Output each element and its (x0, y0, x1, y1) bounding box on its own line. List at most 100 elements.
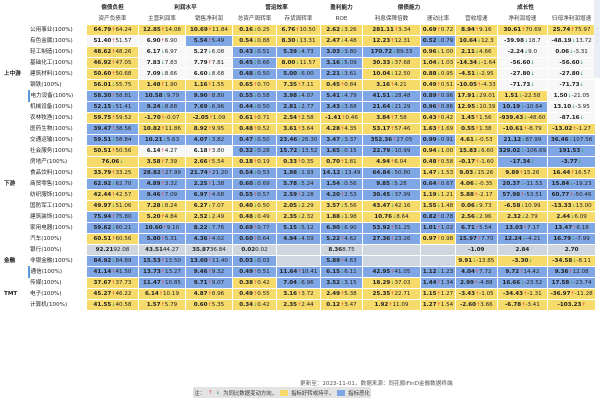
metric-cell: 9.03↓15.26 (455, 167, 498, 179)
table-row[interactable]: 纺织服饰(100%) 42.44↑42.57 9.46↑7.09 6.97↑4.68 0… (3, 189, 597, 201)
metric-cell: 0.89↑0.96 (420, 90, 456, 102)
table-row[interactable]: 房地产(100%) 76.06↓ 3.58↑7.39 2.66↑5.54 0.18↑0.… (3, 156, 597, 168)
metric-cell: 9.91↓-13.85 (455, 255, 498, 267)
metric-value: 2.49 (326, 291, 341, 297)
metric-cell: 0.55↓0.58 (232, 90, 277, 102)
down-arrow-icon: ↓ (577, 159, 582, 165)
table-row[interactable]: 轻工制造(100%) 48.62↑48.26 6.17↓6.97 5.27↓6.08 0… (3, 46, 597, 58)
metric-value: 6.90 (326, 225, 341, 231)
metric-value: 7.28 (146, 203, 161, 209)
table-row[interactable]: 建筑装饰(100%) 75.94↑75.80 5.20↑4.84 2.52↓2.49 0… (3, 211, 597, 223)
prior-value: -1.64 (481, 60, 496, 66)
metric-value: 2.05 (283, 203, 298, 209)
table-row[interactable]: 社会服务(100%) 50.51↑50.56 6.14↑4.27 6.18↑3.80 0… (3, 145, 597, 157)
prior-value: 42.57 (115, 192, 132, 198)
table-row[interactable]: 国防军工(100%) 49.97↓51.06 7.28↓8.24 6.27↓7.07 0… (3, 200, 597, 212)
metric-value: 7.69 (193, 104, 208, 110)
column-header[interactable]: 归母净利润增速 (547, 13, 597, 25)
metric-cell: 10.69↑11.84 (185, 24, 233, 36)
metric-value: 0.45 (326, 82, 341, 88)
table-row[interactable]: 电力设备(100%) 58.30↑58.81 10.58↓9.79 9.90↑8.80… (3, 90, 597, 102)
column-header[interactable]: 速动比率 (420, 13, 456, 25)
metric-cell: 11.64↑10.41 (276, 266, 321, 278)
table-row[interactable]: 电子(100%) 45.27↑46.22 6.14↑10.19 4.87↑8.96 0.… (3, 288, 597, 300)
metric-cell: 15.97↑7.70 (455, 233, 498, 245)
sector-name: 商贸零售(100%) (28, 178, 87, 190)
table-row[interactable]: 通信(100%) 41.14↑41.50 13.73↑13.27 9.46↑9.32 0… (3, 266, 597, 278)
column-header[interactable]: 存货周转率 (276, 13, 321, 25)
table-row[interactable]: 金融 银行(100%) 92.2192.08 43.5144.27 35.8736.84… (2, 244, 597, 278)
prior-value: 28.48 (394, 93, 411, 99)
metric-value: 9.24 (146, 104, 161, 110)
metric-cell: 0.52↓0.79 (420, 35, 456, 47)
metric-value: 41.55 (93, 302, 112, 308)
column-header[interactable]: 销售净利润 (185, 13, 233, 25)
prior-value: 5.35 (211, 302, 225, 308)
metric-cell: 7.09↓8.66 (138, 68, 186, 80)
metric-value: 36.46 (550, 137, 569, 143)
table-row[interactable]: 汽车(100%) 60.51↑60.56 5.80↑5.31 4.36↑4.02 0.6… (3, 233, 597, 245)
column-header[interactable]: 资产负债率 (86, 13, 139, 25)
column-header[interactable]: 主营利润率 (138, 13, 186, 25)
metric-value: -0.17 (458, 159, 476, 165)
metric-cell: 3.16↑4.21 (362, 79, 421, 91)
metric-value: 59.62 (93, 225, 112, 231)
prior-value: 51.25 (394, 225, 411, 231)
down-arrow-icon: ↓ (253, 71, 258, 77)
column-header[interactable]: ROE (320, 13, 363, 25)
metric-cell: 2.84 (496, 244, 549, 256)
metric-value: 2.81 (283, 104, 298, 110)
table-row[interactable]: 上中游 公用事业(100%) 64.79↑64.24 12.85↑14.08 10.69… (2, 24, 597, 124)
metric-cell: 10.64↓12.3 (455, 35, 498, 47)
metric-cell: 1.55↓1.48 (420, 200, 456, 212)
metric-cell: 51.40↑51.57 (86, 35, 139, 47)
up-arrow-icon: ↑ (111, 192, 116, 198)
down-arrow-icon: ↓ (215, 389, 221, 396)
prior-value: 10.99 (394, 148, 411, 154)
up-arrow-icon: ↑ (522, 225, 528, 231)
column-header[interactable]: 净利润增速 (496, 13, 549, 25)
metric-value: 9.36 (554, 269, 569, 275)
metric-value: 5.78 (283, 181, 298, 187)
prior-value: 38.56 (115, 126, 132, 132)
side-scroll-tab[interactable] (594, 0, 600, 78)
column-header[interactable]: 利息保障倍数 (362, 13, 421, 25)
metric-cell: 0.48↓0.49 (232, 211, 277, 223)
table-row[interactable]: 食品饮料(100%) 33.79↑33.25 28.82↑27.99 21.74↑21… (3, 167, 597, 179)
metric-cell: -34.43↑-1.31 (496, 288, 549, 300)
metric-cell: 8.00↓11.57 (276, 57, 321, 69)
metric-value: 1.27 (422, 302, 437, 308)
prior-value: 0.15 (344, 148, 357, 154)
table-row[interactable]: 建筑材料(100%) 50.60↑50.68 7.09↓8.66 6.60↓8.68 0… (3, 68, 597, 80)
down-arrow-icon: ↓ (579, 82, 584, 88)
table-row[interactable]: 有色金属(100%) 51.40↑51.57 6.90↑6.90 5.54↑5.49 0… (3, 35, 597, 47)
metric-value: 3.52 (326, 280, 341, 286)
prior-value: 1.48 (440, 203, 454, 209)
table-row[interactable]: 机械设备(100%) 52.15↓51.41 9.24↓8.68 7.69↓6.96 0… (3, 101, 597, 113)
column-header[interactable]: 营收增速 (455, 13, 498, 25)
down-arrow-icon: ↓ (473, 170, 478, 176)
table-row[interactable]: 家用电器(100%) 59.62↓60.21 10.60↑9.10 8.22↓7.76… (3, 222, 597, 234)
table-row[interactable]: 农林牧渔(100%) 59.75↑59.52 -1.70↑-0.07 -2.05↑1.… (3, 112, 597, 124)
table-row[interactable]: 商贸零售(100%) 62.92↓62.70 4.89↑3.32 2.25↑1.38 0… (3, 178, 597, 190)
table-row[interactable]: TMT 传媒(100%) 37.67↑37.73 11.47↑10.85 9.71↑9.… (2, 277, 597, 311)
metric-cell: 9.71↑9.07 (185, 277, 233, 289)
table-row[interactable]: 基础化工(100%) 46.92↑47.05 7.83↓7.83 7.79↑7.81 0… (3, 57, 597, 69)
table-row[interactable]: 计算机(100%) 41.55↓40.58 1.57↑5.79 0.60↑5.35 0.… (3, 299, 597, 311)
metric-value: 4.87 (193, 291, 208, 297)
metric-value: 352.36 (370, 137, 393, 143)
prior-value: -4.33 (481, 82, 496, 88)
prior-value: 11.09 (392, 302, 409, 308)
metric-value: 2.25 (193, 181, 208, 187)
up-arrow-icon: ↑ (474, 225, 480, 231)
metric-value: 28.82 (143, 170, 161, 176)
table-row[interactable]: 交通运输(100%) 59.51↓58.84 10.21↓5.63 4.07↓3.82… (3, 134, 597, 146)
table-row[interactable]: 非银金融(100%) 84.92↓84.89 15.53↑13.50 13.60↑11… (3, 255, 597, 267)
column-header[interactable]: 总资产周转率 (232, 13, 277, 25)
table-row[interactable]: 钢铁(100%) 56.01↓55.75 1.48↑1.90 1.16↑1.55 0.6… (3, 79, 597, 91)
metric-value: 25.35 (372, 291, 391, 297)
metric-value: 3.16 (326, 60, 341, 66)
table-row[interactable]: 下游 医药生物(100%) 39.47↑38.56 10.82↑11.86 8.92↑9… (2, 123, 597, 245)
metric-cell: 1.45↑1.56 (455, 112, 498, 124)
prior-value: -11.53 (524, 181, 543, 187)
